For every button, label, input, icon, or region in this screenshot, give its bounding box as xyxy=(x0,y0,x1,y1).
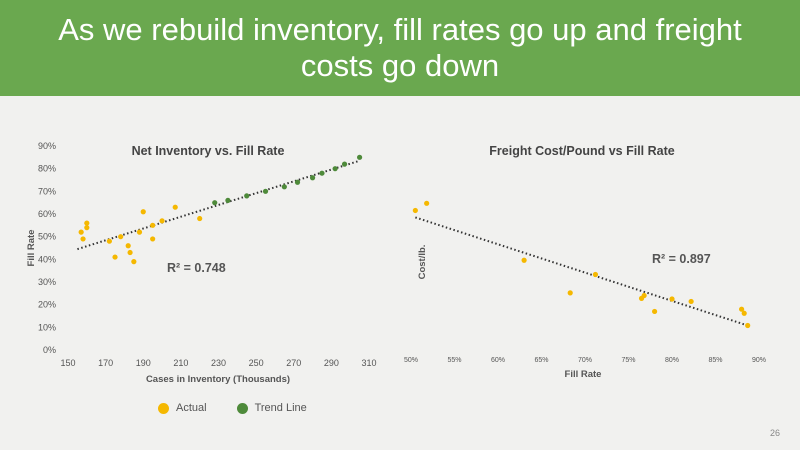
actual-point xyxy=(592,271,599,278)
left-x-tick-label: 250 xyxy=(249,358,264,368)
left-r2-annotation: R² = 0.748 xyxy=(167,261,226,275)
actual-point xyxy=(741,310,747,316)
right-trend-line xyxy=(415,216,748,327)
actual-point xyxy=(412,207,418,214)
actual-point xyxy=(739,306,745,312)
left-y-tick-label: 0% xyxy=(43,345,56,355)
left-x-tick-label: 150 xyxy=(60,358,75,368)
trend-point xyxy=(225,197,231,203)
actual-point xyxy=(652,308,658,315)
slide-title: As we rebuild inventory, fill rates go u… xyxy=(58,12,742,83)
legend-item-trend: Trend Line xyxy=(236,402,307,414)
right-x-tick-label: 60% xyxy=(491,357,505,364)
actual-point xyxy=(159,218,165,224)
page-number: 26 xyxy=(769,428,780,438)
legend-label-trend: Trend Line xyxy=(254,402,307,414)
left-y-tick-label: 90% xyxy=(38,141,56,151)
left-y-tick-label: 60% xyxy=(38,209,56,219)
left-x-tick-label: 230 xyxy=(211,358,226,368)
trend-point xyxy=(281,184,287,190)
trend-point xyxy=(332,166,338,172)
right-x-tick-label: 80% xyxy=(665,357,679,364)
actual-point xyxy=(197,215,203,222)
right-x-tick-label: 90% xyxy=(752,357,766,364)
trend-point xyxy=(309,175,316,181)
right-x-tick-label: 70% xyxy=(578,357,592,364)
actual-point xyxy=(150,222,156,228)
trend-point xyxy=(319,170,325,176)
actual-point xyxy=(521,257,527,263)
right-x-tick-label: 50% xyxy=(404,357,418,364)
actual-point xyxy=(84,225,90,231)
trend-point xyxy=(262,188,269,194)
left-y-tick-label: 70% xyxy=(38,186,56,196)
left-x-tick-label: 190 xyxy=(136,358,151,368)
actual-point xyxy=(78,229,84,235)
title-banner: As we rebuild inventory, fill rates go u… xyxy=(0,0,800,96)
actual-point xyxy=(136,229,143,235)
actual-point xyxy=(567,290,573,296)
trend-point xyxy=(212,200,218,206)
left-x-tick-label: 270 xyxy=(286,358,301,368)
trend-point xyxy=(341,161,348,167)
left-x-tick-label: 290 xyxy=(324,358,339,368)
actual-point xyxy=(150,236,156,242)
left-y-tick-label: 20% xyxy=(38,300,56,310)
left-x-tick-label: 170 xyxy=(98,358,113,368)
trend-point xyxy=(294,179,301,185)
right-x-axis-label: Fill Rate xyxy=(565,369,602,380)
actual-point xyxy=(641,292,647,299)
left-y-tick-label: 50% xyxy=(38,232,56,242)
right-r2-annotation: R² = 0.897 xyxy=(652,252,711,266)
left-x-axis-label: Cases in Inventory (Thousands) xyxy=(146,374,290,385)
actual-point xyxy=(424,200,430,206)
actual-point xyxy=(688,298,694,305)
right-x-tick-label: 75% xyxy=(621,357,635,364)
left-y-tick-label: 40% xyxy=(38,254,56,264)
right-x-tick-label: 65% xyxy=(534,357,548,364)
actual-point xyxy=(669,296,675,302)
left-y-tick-label: 80% xyxy=(38,164,56,174)
actual-point xyxy=(131,259,137,265)
actual-point xyxy=(106,238,112,244)
left-y-tick-label: 30% xyxy=(38,277,56,287)
right-x-tick-label: 55% xyxy=(447,357,461,364)
actual-point xyxy=(745,322,751,329)
left-y-tick-label: 10% xyxy=(38,322,56,332)
actual-point xyxy=(140,209,146,215)
legend-marker-trend xyxy=(236,402,248,414)
actual-point xyxy=(127,249,133,256)
trend-point xyxy=(244,193,250,199)
left-x-tick-label: 310 xyxy=(361,358,376,368)
actual-point xyxy=(125,243,131,249)
legend-item-actual: Actual xyxy=(158,402,207,414)
legend-label-actual: Actual xyxy=(176,402,207,414)
legend-marker-actual xyxy=(158,402,169,414)
actual-point xyxy=(84,220,90,226)
actual-point xyxy=(80,236,86,242)
legend: Actual Trend Line xyxy=(158,400,329,416)
actual-point xyxy=(172,204,178,210)
right-chart-title: Freight Cost/Pound vs Fill Rate xyxy=(489,144,674,158)
left-trend-line xyxy=(77,159,360,251)
slide-body xyxy=(0,96,800,450)
actual-point xyxy=(118,234,124,240)
left-chart-title: Net Inventory vs. Fill Rate xyxy=(132,144,285,158)
right-y-axis-label: Cost/lb. xyxy=(417,245,428,280)
trend-point xyxy=(356,154,363,160)
left-x-tick-label: 210 xyxy=(173,358,188,368)
right-x-tick-label: 85% xyxy=(708,357,722,364)
left-y-axis-label: Fill Rate xyxy=(26,230,37,267)
actual-point xyxy=(112,254,118,260)
